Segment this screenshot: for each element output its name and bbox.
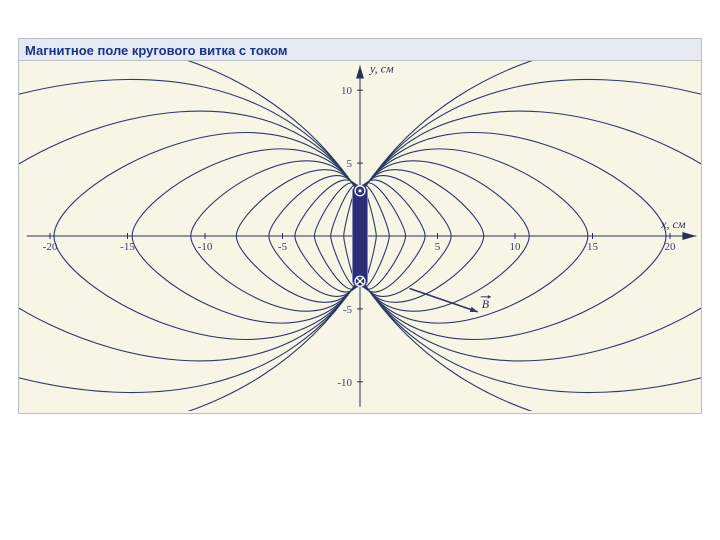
svg-text:-10: -10 [198,241,213,253]
svg-text:-5: -5 [278,241,288,253]
slide: Магнитное поле кругового витка с током -… [0,0,720,540]
svg-text:15: 15 [587,241,599,253]
svg-text:y, см: y, см [369,61,394,75]
svg-text:5: 5 [347,158,353,170]
title-text: Магнитное поле кругового витка с током [25,43,288,58]
svg-text:B: B [482,297,490,311]
field-diagram: -20-15-10-55101520-10-5510x, смy, смB [19,61,701,411]
svg-text:10: 10 [510,241,522,253]
svg-text:x, см: x, см [660,217,686,231]
figure-frame: -20-15-10-55101520-10-5510x, смy, смB [18,60,702,414]
svg-text:20: 20 [665,241,677,253]
svg-text:-5: -5 [343,304,353,316]
svg-text:10: 10 [341,85,353,97]
svg-text:-10: -10 [337,377,352,389]
svg-text:5: 5 [435,241,441,253]
title-bar: Магнитное поле кругового витка с током [18,38,702,61]
